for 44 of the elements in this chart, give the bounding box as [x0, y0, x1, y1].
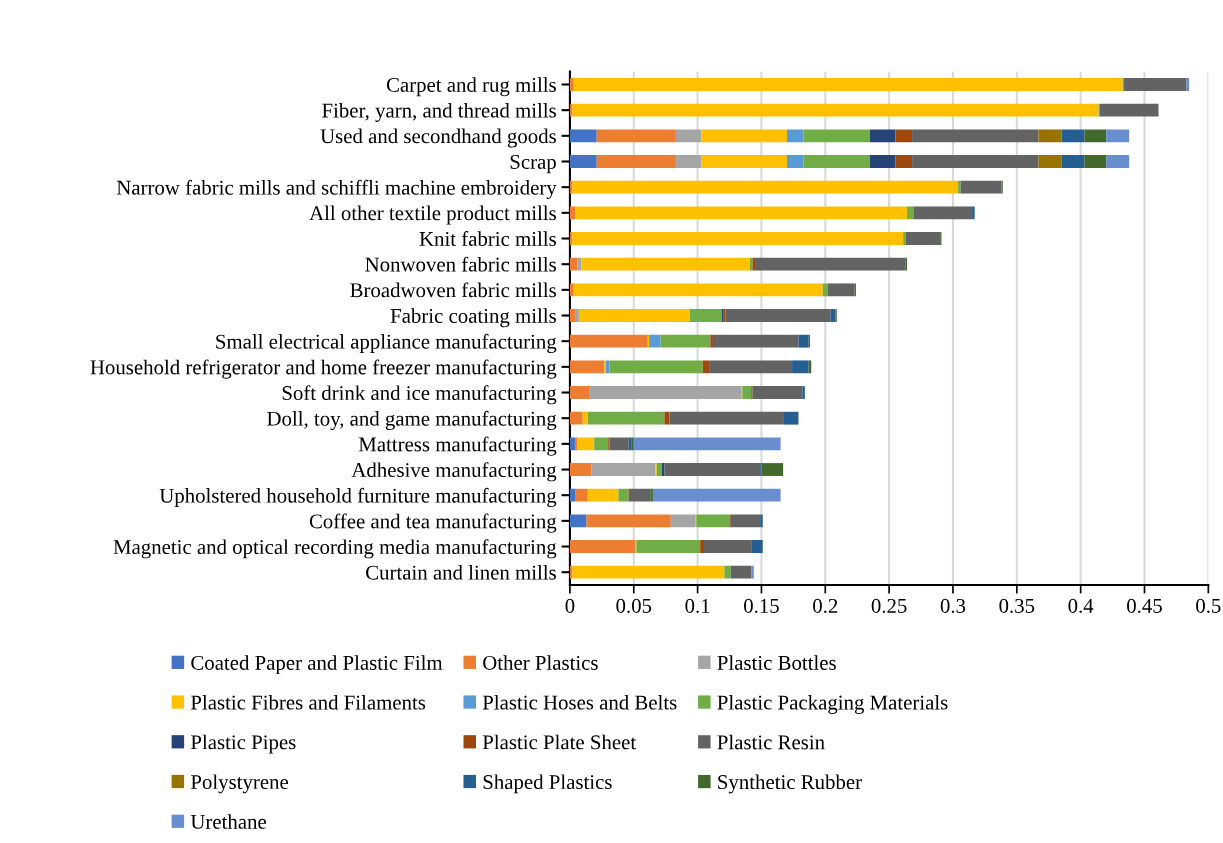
y-tick-label: Scrap: [510, 154, 556, 174]
legend-label: Plastic Plate Sheet: [482, 734, 637, 750]
legend-label: Plastic Pipes: [190, 734, 296, 754]
y-tick-label: Mattress manufacturing: [358, 436, 557, 456]
legend-label: Plastic Bottles: [717, 655, 836, 670]
legend-label: Shaped Plastics: [483, 774, 612, 794]
legend-label: Plastic Hoses and Belts: [482, 694, 677, 710]
x-tick-label: 0.05: [616, 598, 652, 613]
y-tick-label: Carpet and rug mills: [386, 77, 556, 97]
y-tick-label: All other textile product mills: [309, 205, 556, 225]
y-tick-label: Curtain and linen mills: [366, 564, 556, 580]
y-tick-label: Magnetic and optical recording media manufacturing: [113, 539, 557, 559]
x-tick-label: 0.3: [940, 598, 966, 613]
legend-label: Plastic Resin: [717, 734, 825, 750]
legend-label: Other Plastics: [483, 655, 598, 670]
y-tick-label: Upholstered household furniture manufacturing: [159, 487, 557, 508]
legend-label: Coated Paper and Plastic Film: [191, 655, 443, 675]
y-tick-label: Household refrigerator and home freezer manufacturing: [90, 359, 557, 379]
y-tick-label: Fiber, yarn, and thread mills: [322, 102, 556, 122]
y-tick-label: Nonwoven fabric mills: [365, 256, 556, 272]
y-tick-label: Knit fabric mills: [419, 231, 556, 246]
y-tick-label: Narrow fabric mills and schiffli machine embroidery: [116, 179, 557, 199]
y-tick-label: Broadwoven fabric mills: [350, 282, 556, 298]
x-tick-label: 0.1: [685, 598, 710, 613]
x-tick-label: 0.2: [813, 598, 838, 613]
x-tick-label: 0.25: [871, 598, 907, 613]
y-tick-label: Soft drink and ice manufacturing: [282, 385, 557, 405]
x-tick-label: 0: [565, 598, 575, 613]
y-tick-label: Doll, toy, and game manufacturing: [267, 410, 557, 431]
y-tick-label: Used and secondhand goods: [320, 128, 556, 148]
x-tick-label: 0.35: [999, 598, 1035, 613]
legend-label: Plastic Fibres and Filaments: [190, 694, 426, 710]
x-tick-label: 0.15: [744, 598, 779, 613]
y-tick-label: Adhesive manufacturing: [351, 462, 557, 482]
y-tick-label: Small electrical appliance manufacturing: [216, 333, 557, 354]
legend-label: Urethane: [190, 814, 266, 829]
legend-label: Synthetic Rubber: [718, 774, 862, 794]
legend-label: Polystyrene: [190, 774, 289, 794]
x-tick-label: 0.5: [1196, 598, 1221, 613]
legend-label: Plastic Packaging Materials: [717, 694, 948, 714]
y-tick-label: Coffee and tea manufacturing: [309, 513, 557, 533]
x-tick-label: 0.45: [1127, 598, 1162, 613]
x-tick-label: 0.4: [1068, 598, 1094, 613]
y-tick-label: Fabric coating mills: [390, 308, 556, 328]
